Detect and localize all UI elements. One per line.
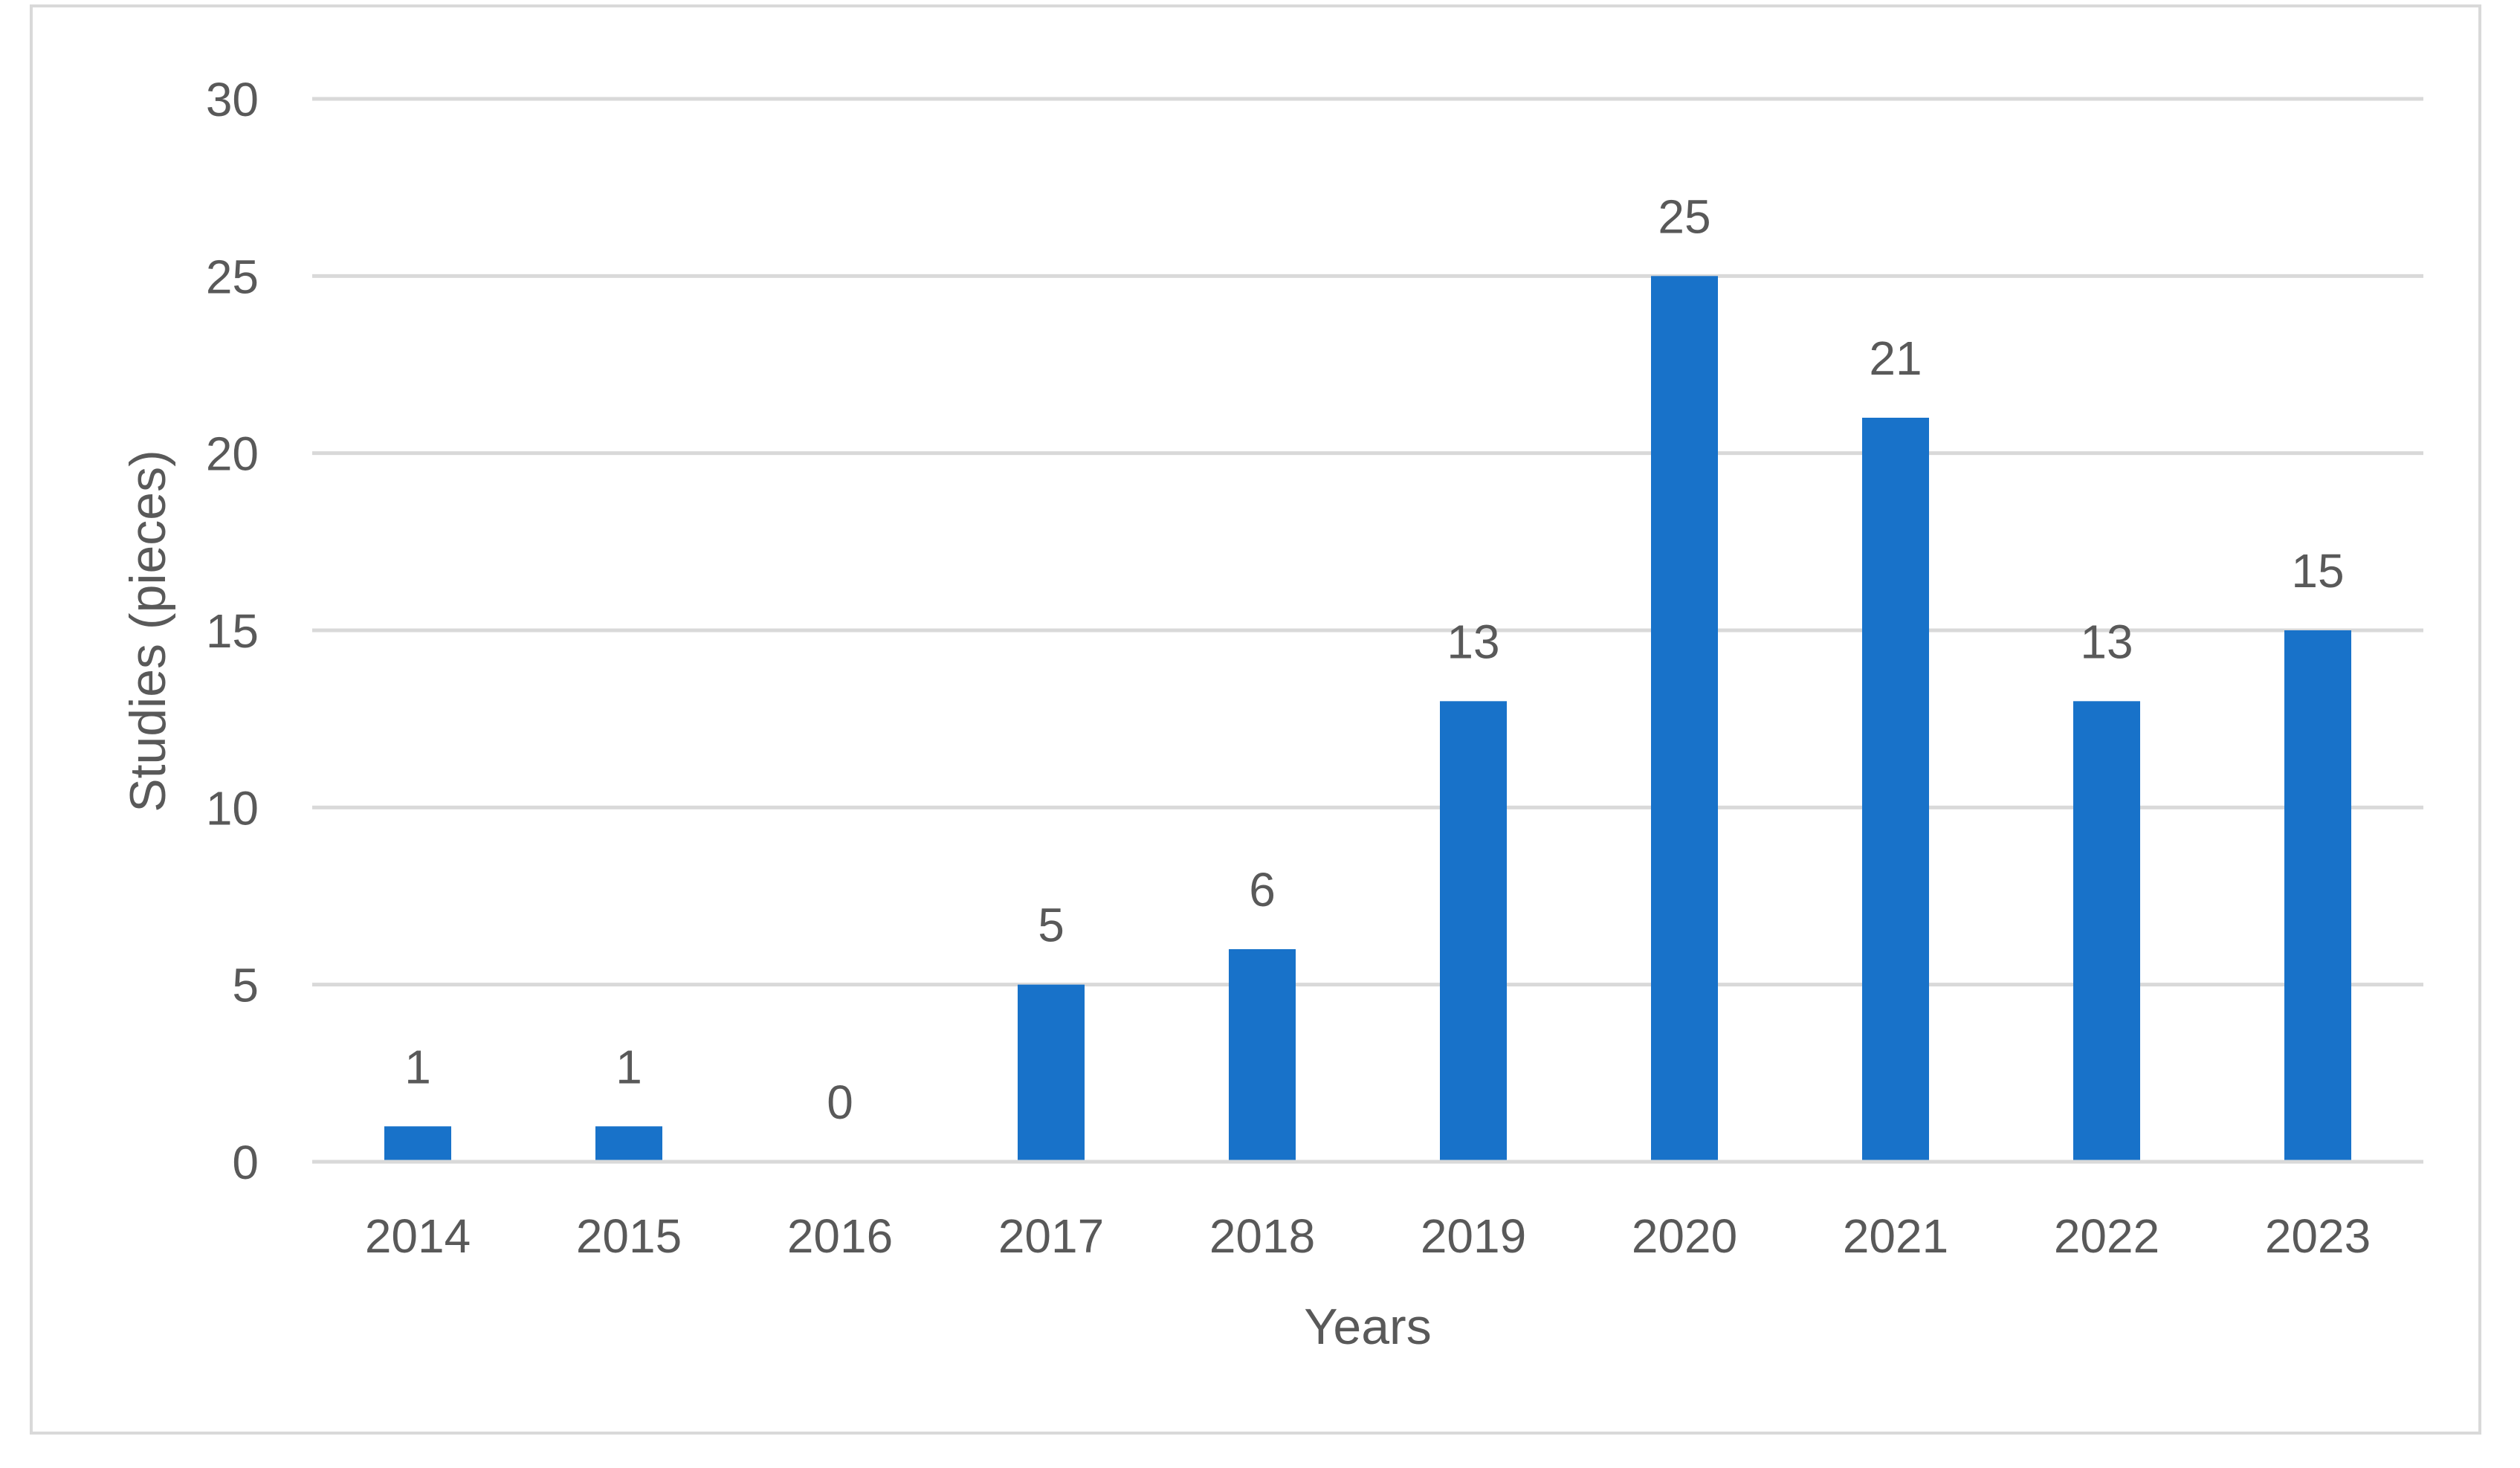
data-label-2016: 0 — [827, 1076, 853, 1129]
chart-frame — [30, 4, 2481, 1435]
data-label-2015: 1 — [616, 1040, 642, 1093]
x-tick-label-2015: 2015 — [576, 1209, 682, 1263]
bar-2022 — [2073, 701, 2140, 1162]
y-tick-label: 30 — [206, 73, 259, 126]
x-tick-label-2018: 2018 — [1209, 1209, 1315, 1263]
bar-2020 — [1651, 276, 1718, 1162]
bar-2017 — [1018, 984, 1085, 1162]
x-axis-label: Years — [1304, 1299, 1431, 1355]
bar-2021 — [1862, 418, 1929, 1162]
y-tick-label: 25 — [206, 250, 259, 303]
data-label-2014: 1 — [404, 1040, 431, 1093]
y-axis-ticks: 0 5 10 15 20 25 30 — [206, 73, 259, 1189]
data-label-2018: 6 — [1249, 863, 1276, 916]
data-label-2021: 21 — [1869, 332, 1922, 385]
bar-2018 — [1229, 949, 1296, 1162]
data-label-2023: 15 — [2291, 544, 2344, 598]
x-tick-label-2016: 2016 — [787, 1209, 893, 1263]
bar-2019 — [1440, 701, 1507, 1162]
data-label-2022: 13 — [2080, 615, 2133, 668]
bar-2014 — [384, 1126, 451, 1162]
y-tick-label: 5 — [232, 959, 259, 1012]
y-axis-label: Studies (pieces) — [120, 450, 176, 812]
x-tick-label-2017: 2017 — [998, 1209, 1104, 1263]
data-label-2020: 25 — [1658, 190, 1710, 243]
bar-2023 — [2284, 630, 2351, 1162]
data-label-2019: 13 — [1447, 615, 1499, 668]
x-tick-label-2014: 2014 — [365, 1209, 471, 1263]
x-tick-label-2020: 2020 — [1632, 1209, 1737, 1263]
data-label-2017: 5 — [1038, 899, 1064, 952]
data-labels: 1 1 0 5 6 13 25 21 13 15 — [404, 190, 2344, 1129]
y-tick-label: 10 — [206, 781, 259, 835]
y-tick-label: 15 — [206, 604, 259, 658]
x-tick-label-2023: 2023 — [2265, 1209, 2371, 1263]
bars — [384, 276, 2351, 1162]
x-tick-label-2021: 2021 — [1843, 1209, 1948, 1263]
x-tick-label-2022: 2022 — [2054, 1209, 2159, 1263]
x-tick-label-2019: 2019 — [1421, 1209, 1526, 1263]
bar-2015 — [595, 1126, 662, 1162]
y-tick-label: 20 — [206, 427, 259, 481]
y-tick-label: 0 — [232, 1136, 259, 1189]
x-axis-ticks: 2014 2015 2016 2017 2018 2019 2020 2021 2022 2023 — [312, 1160, 2423, 1263]
